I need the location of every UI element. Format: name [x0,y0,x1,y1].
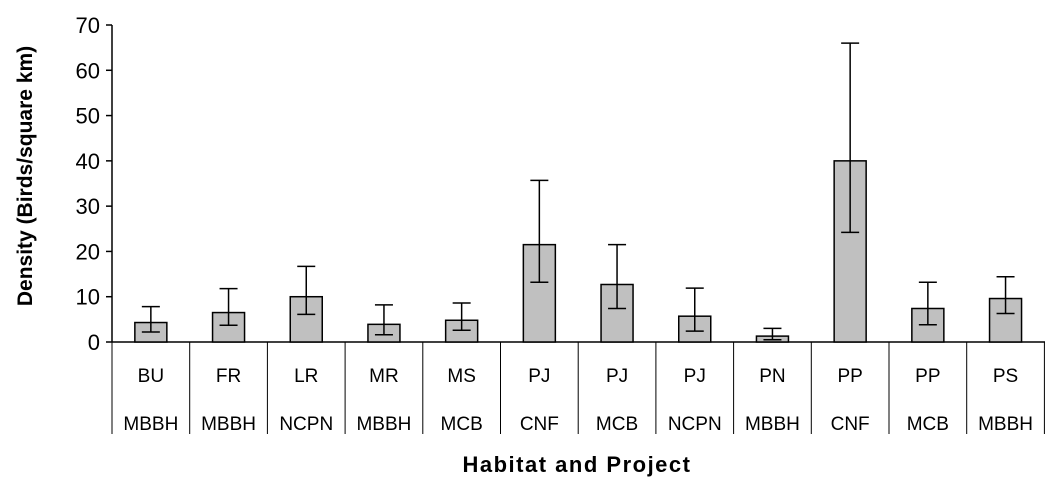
y-tick-label: 10 [76,285,100,310]
category-label-project: MCB [596,414,638,435]
category-label-habitat: PJ [528,366,550,387]
category-label-habitat: FR [216,366,241,387]
category-label-project: MBBH [978,414,1033,435]
y-tick-label: 70 [76,13,100,38]
y-tick-label: 20 [76,239,100,264]
category-label-habitat: BU [138,366,164,387]
category-label-habitat: MS [447,366,476,387]
category-label-habitat: PJ [606,366,628,387]
y-tick-label: 60 [76,58,100,83]
category-label-habitat: PN [759,366,785,387]
category-label-project: MBBH [201,414,256,435]
category-label-project: MBBH [356,414,411,435]
category-label-habitat: LR [294,366,318,387]
category-label-habitat: PJ [684,366,706,387]
category-label-project: MBBH [123,414,178,435]
category-label-project: MBBH [745,414,800,435]
y-tick-label: 50 [76,104,100,129]
category-label-habitat: PP [915,366,940,387]
category-label-habitat: PS [993,366,1018,387]
category-label-project: MCB [907,414,949,435]
category-label-project: CNF [520,414,559,435]
y-tick-label: 30 [76,194,100,219]
x-axis-title: Habitat and Project [463,452,692,477]
category-label-project: CNF [831,414,870,435]
category-label-project: NCPN [668,414,722,435]
y-axis-title: Density (Birds/square km) [14,46,37,306]
category-label-habitat: MR [369,366,399,387]
y-tick-label: 0 [88,330,100,355]
category-label-project: NCPN [279,414,333,435]
category-label-habitat: PP [837,366,862,387]
y-tick-label: 40 [76,149,100,174]
category-label-project: MCB [441,414,483,435]
